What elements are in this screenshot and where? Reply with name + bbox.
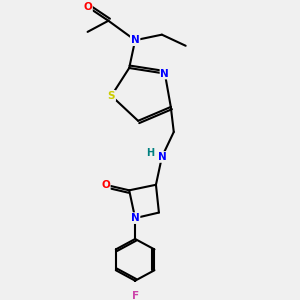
Text: N: N	[160, 69, 169, 79]
Text: S: S	[108, 91, 115, 101]
Text: N: N	[131, 35, 140, 45]
Text: F: F	[132, 291, 139, 300]
Text: H: H	[146, 148, 154, 158]
Text: N: N	[131, 213, 140, 223]
Text: O: O	[83, 2, 92, 12]
Text: O: O	[101, 180, 110, 190]
Text: N: N	[158, 152, 166, 162]
